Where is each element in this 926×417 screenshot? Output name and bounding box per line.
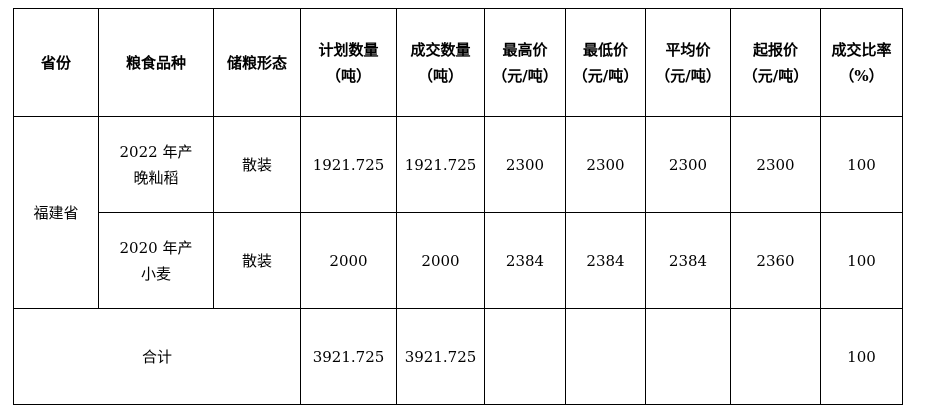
start-cell: 2360 [730, 212, 821, 309]
header-form: 储粮形态 [213, 8, 301, 117]
empty-cell [565, 308, 646, 405]
ratio-cell: 100 [820, 212, 903, 309]
header-variety: 粮食品种 [98, 8, 214, 117]
avg-cell: 2384 [645, 212, 731, 309]
header-planned: 计划数量 （吨） [300, 8, 397, 117]
form-cell: 散装 [213, 212, 301, 309]
traded-cell: 1921.725 [396, 116, 485, 213]
start-cell: 2300 [730, 116, 821, 213]
auction-result-table: 省份 粮食品种 储粮形态 计划数量 （吨） 成交数量 （吨） 最高价 （元/吨） 最低… [13, 8, 903, 405]
header-max: 最高价 （元/吨） [484, 8, 566, 117]
header-min: 最低价 （元/吨） [565, 8, 646, 117]
empty-cell [484, 308, 566, 405]
traded-cell: 2000 [396, 212, 485, 309]
total-planned: 3921.725 [300, 308, 397, 405]
total-row: 合计 3921.725 3921.725 100 [13, 308, 903, 405]
planned-cell: 2000 [300, 212, 397, 309]
table-row: 2020 年产 小麦 散装 2000 2000 2384 2384 2384 23… [14, 212, 903, 309]
header-province: 省份 [13, 8, 99, 117]
planned-cell: 1921.725 [300, 116, 397, 213]
total-label: 合计 [13, 308, 301, 405]
total-ratio: 100 [820, 308, 903, 405]
header-avg: 平均价 （元/吨） [645, 8, 731, 117]
header-start: 起报价 （元/吨） [730, 8, 821, 117]
header-row: 省份 粮食品种 储粮形态 计划数量 （吨） 成交数量 （吨） 最高价 （元/吨） 最低… [13, 8, 903, 117]
avg-cell: 2300 [645, 116, 731, 213]
variety-cell: 2020 年产 小麦 [98, 212, 214, 309]
table-row: 福建省 2022 年产 晚籼稻 散装 1921.725 1921.725 2300… [13, 116, 903, 309]
min-cell: 2300 [565, 116, 646, 213]
total-traded: 3921.725 [396, 308, 485, 405]
min-cell: 2384 [565, 212, 646, 309]
max-cell: 2384 [484, 212, 566, 309]
header-traded: 成交数量 （吨） [396, 8, 485, 117]
header-ratio: 成交比率 （%） [820, 8, 903, 117]
max-cell: 2300 [484, 116, 566, 213]
empty-cell [645, 308, 731, 405]
variety-cell: 2022 年产 晚籼稻 [98, 116, 214, 213]
form-cell: 散装 [213, 116, 301, 213]
province-cell: 福建省 [13, 116, 99, 309]
empty-cell [730, 308, 821, 405]
ratio-cell: 100 [820, 116, 903, 213]
